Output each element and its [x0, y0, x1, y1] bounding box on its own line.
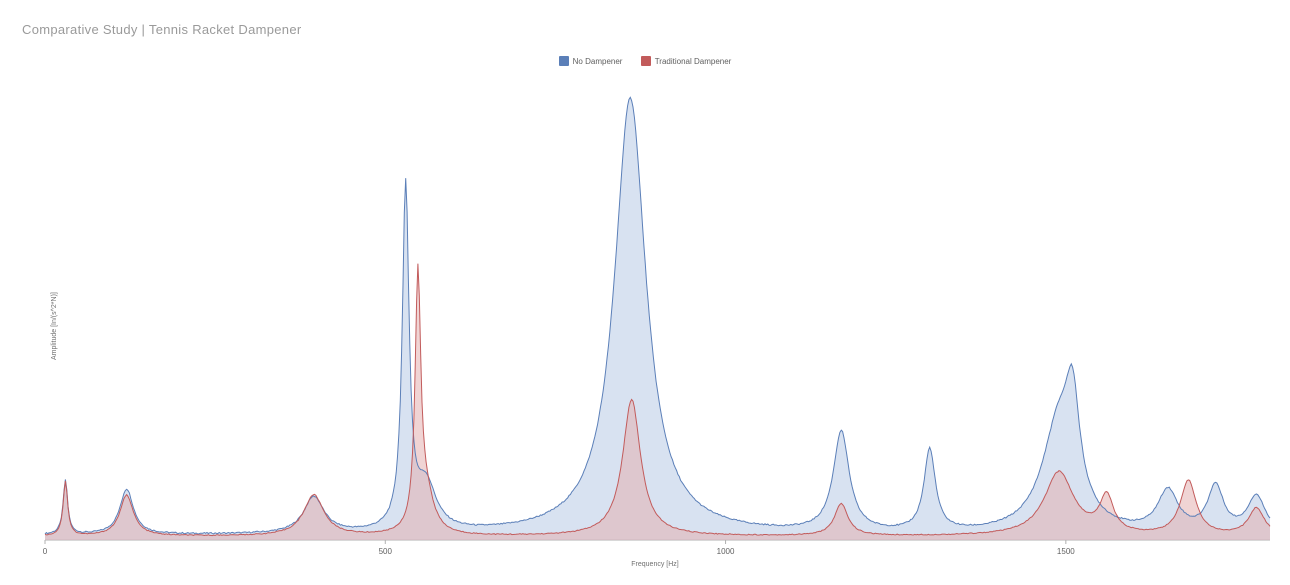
y-axis-label: Amplitude [In/(s^2*N)]	[51, 292, 58, 360]
x-axis-label: Frequency [Hz]	[35, 561, 1275, 568]
legend-swatch	[559, 56, 569, 66]
svg-text:1500: 1500	[1057, 547, 1075, 556]
legend-item-no-dampener: No Dampener	[559, 56, 623, 66]
chart-area: Amplitude [In/(s^2*N)] 0 500 1000 1500 Freq…	[35, 80, 1275, 570]
legend-label: Traditional Dampener	[655, 57, 732, 66]
spectrum-plot: 0 500 1000 1500	[35, 80, 1275, 570]
legend-swatch	[641, 56, 651, 66]
svg-text:1000: 1000	[717, 547, 735, 556]
legend: No Dampener Traditional Dampener	[0, 56, 1290, 68]
legend-item-traditional-dampener: Traditional Dampener	[641, 56, 732, 66]
legend-label: No Dampener	[573, 57, 623, 66]
svg-text:500: 500	[379, 547, 393, 556]
svg-text:0: 0	[43, 547, 48, 556]
page-title: Comparative Study | Tennis Racket Dampen…	[22, 22, 301, 37]
